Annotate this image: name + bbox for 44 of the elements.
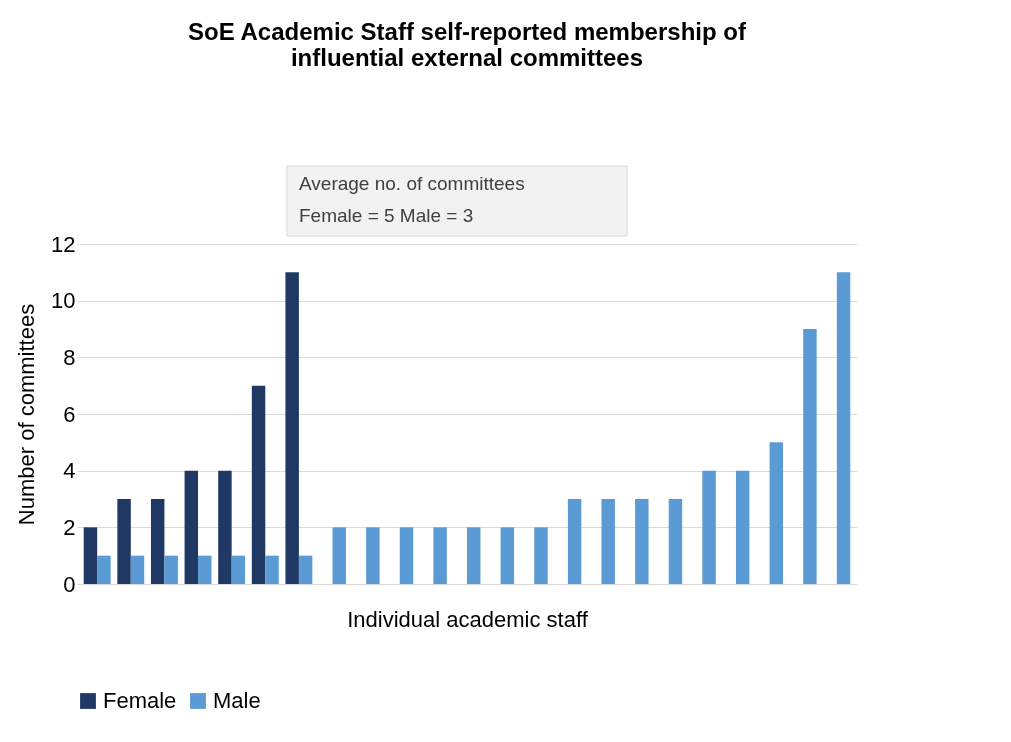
- bar: [218, 470, 232, 584]
- text: Average no. of committees: [299, 173, 525, 194]
- bar: [97, 555, 111, 584]
- bar: [231, 555, 246, 584]
- bar: [735, 470, 750, 584]
- y-tick-label: 10: [51, 288, 76, 314]
- text: SoE Academic Staff self-reported membership of: [188, 17, 746, 45]
- bar: [164, 555, 178, 584]
- y-tick-label: 12: [51, 231, 76, 257]
- bar: [433, 527, 447, 584]
- bar: [130, 555, 145, 584]
- bar: [399, 527, 414, 584]
- legend-label: Female: [103, 688, 177, 713]
- y-tick-label: 8: [63, 344, 76, 370]
- x-axis-title: Individual academic staff: [347, 606, 589, 632]
- bar: [534, 527, 548, 584]
- legend-label: Male: [213, 688, 261, 713]
- bar: [332, 527, 346, 584]
- bar: [467, 527, 481, 584]
- y-tick-label: 0: [63, 571, 76, 597]
- bar: [601, 499, 615, 584]
- bar: [803, 329, 817, 584]
- bar: [265, 555, 279, 584]
- bar: [251, 385, 266, 584]
- bar: [198, 555, 212, 584]
- bar: [635, 499, 649, 584]
- bar: [567, 499, 582, 584]
- y-axis-title: Number of committees: [14, 303, 40, 526]
- bar: [285, 272, 299, 584]
- y-tick-label: 4: [63, 458, 76, 484]
- text: Female = 5 Male = 3: [299, 205, 474, 226]
- bar: [668, 499, 683, 584]
- bar: [298, 555, 313, 584]
- bar: [836, 272, 851, 584]
- bar: [769, 442, 784, 584]
- y-tick-label: 2: [63, 514, 76, 540]
- bar: [500, 527, 515, 584]
- bar: [184, 470, 199, 584]
- bar: [150, 499, 165, 584]
- bar: [83, 527, 98, 584]
- bar: [702, 470, 716, 584]
- bar: [366, 527, 380, 584]
- bar: [117, 499, 131, 584]
- y-tick-label: 6: [63, 401, 76, 427]
